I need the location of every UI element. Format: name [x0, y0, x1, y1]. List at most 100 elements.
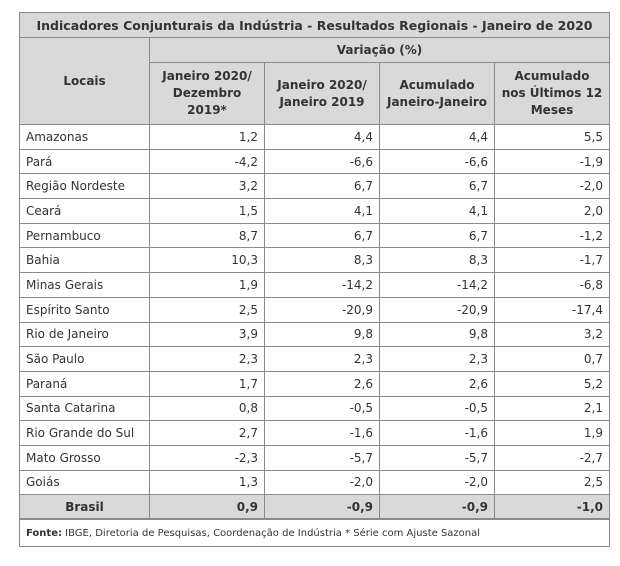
total-value: -1,0 — [494, 494, 610, 520]
row-value: 1,5 — [149, 198, 265, 224]
column-header: Acumulado nos Últimos 12 Meses — [494, 62, 610, 125]
row-value: -1,6 — [379, 420, 495, 446]
row-local: Ceará — [19, 198, 150, 224]
row-value: -6,6 — [264, 148, 380, 175]
total-row: Brasil 0,9 -0,9 -0,9 -1,0 — [19, 494, 610, 520]
row-value: 1,9 — [149, 272, 265, 298]
column-header: Janeiro 2020/ Dezembro 2019* — [149, 62, 265, 125]
row-value: 2,3 — [264, 346, 380, 372]
row-value: -1,2 — [494, 222, 610, 249]
locais-header: Locais — [19, 37, 150, 125]
row-value: -20,9 — [264, 296, 380, 323]
table-row: Rio de Janeiro 3,9 9,8 9,8 3,2 — [19, 321, 610, 348]
row-value: 0,7 — [494, 346, 610, 372]
row-value: -2,7 — [494, 444, 610, 471]
row-value: 4,1 — [379, 198, 495, 224]
row-value: -6,6 — [379, 148, 495, 175]
table-row: Pernambuco 8,7 6,7 6,7 -1,2 — [19, 222, 610, 249]
row-value: -6,8 — [494, 272, 610, 298]
row-value: 8,3 — [264, 247, 380, 274]
total-value: -0,9 — [264, 494, 380, 520]
row-local: Rio de Janeiro — [19, 321, 150, 348]
row-value: -2,0 — [494, 173, 610, 200]
table-row: Bahia 10,3 8,3 8,3 -1,7 — [19, 247, 610, 274]
source-text: IBGE, Diretoria de Pesquisas, Coordenaçã… — [61, 527, 481, 539]
row-local: São Paulo — [19, 346, 150, 372]
row-value: 9,8 — [379, 321, 495, 348]
regional-indicators-table: Indicadores Conjunturais da Indústria - … — [19, 12, 610, 548]
row-value: 6,7 — [379, 222, 495, 249]
row-local: Pernambuco — [19, 222, 150, 249]
row-value: 8,7 — [149, 222, 265, 249]
row-local: Região Nordeste — [19, 173, 150, 200]
table-row: Pará -4,2 -6,6 -6,6 -1,9 — [19, 148, 610, 175]
row-local: Espírito Santo — [19, 296, 150, 323]
row-value: -2,0 — [379, 469, 495, 496]
row-value: 2,6 — [379, 370, 495, 397]
table-body: Amazonas 1,2 4,4 4,4 5,5 Pará -4,2 -6,6 -6,6 -1,9… — [19, 124, 610, 496]
row-local: Minas Gerais — [19, 272, 150, 298]
row-value: 6,7 — [264, 222, 380, 249]
row-value: 3,9 — [149, 321, 265, 348]
table-row: Amazonas 1,2 4,4 4,4 5,5 — [19, 124, 610, 150]
total-value: -0,9 — [379, 494, 495, 520]
table-row: Goiás 1,3 -2,0 -2,0 2,5 — [19, 469, 610, 496]
row-value: -0,5 — [379, 395, 495, 422]
column-header: Janeiro 2020/ Janeiro 2019 — [264, 62, 380, 125]
row-value: 3,2 — [494, 321, 610, 348]
row-value: 2,5 — [494, 469, 610, 496]
row-value: -5,7 — [379, 444, 495, 471]
source-label: Fonte: — [26, 527, 62, 539]
row-value: -5,7 — [264, 444, 380, 471]
table-row: São Paulo 2,3 2,3 2,3 0,7 — [19, 346, 610, 372]
row-value: 10,3 — [149, 247, 265, 274]
row-value: -0,5 — [264, 395, 380, 422]
row-value: 4,4 — [379, 124, 495, 150]
row-value: 0,8 — [149, 395, 265, 422]
row-local: Amazonas — [19, 124, 150, 150]
row-value: 2,1 — [494, 395, 610, 422]
row-local: Paraná — [19, 370, 150, 397]
row-value: -20,9 — [379, 296, 495, 323]
row-value: -4,2 — [149, 148, 265, 175]
row-value: 6,7 — [264, 173, 380, 200]
row-value: 2,3 — [379, 346, 495, 372]
row-value: -2,3 — [149, 444, 265, 471]
row-local: Pará — [19, 148, 150, 175]
table-row: Espírito Santo 2,5 -20,9 -20,9 -17,4 — [19, 296, 610, 323]
table-row: Minas Gerais 1,9 -14,2 -14,2 -6,8 — [19, 272, 610, 298]
row-value: -2,0 — [264, 469, 380, 496]
row-value: 5,5 — [494, 124, 610, 150]
table-title: Indicadores Conjunturais da Indústria - … — [19, 12, 610, 38]
table-row: Santa Catarina 0,8 -0,5 -0,5 2,1 — [19, 395, 610, 422]
table-row: Paraná 1,7 2,6 2,6 5,2 — [19, 370, 610, 397]
row-local: Mato Grosso — [19, 444, 150, 471]
column-header: Acumulado Janeiro-Janeiro — [379, 62, 495, 125]
total-value: 0,9 — [149, 494, 265, 520]
row-value: -17,4 — [494, 296, 610, 323]
row-value: 2,5 — [149, 296, 265, 323]
row-value: 1,2 — [149, 124, 265, 150]
total-local: Brasil — [19, 494, 150, 520]
row-value: 4,1 — [264, 198, 380, 224]
variacao-header: Variação (%) — [149, 37, 610, 63]
row-value: 9,8 — [264, 321, 380, 348]
source-note: Fonte: IBGE, Diretoria de Pesquisas, Coo… — [19, 518, 610, 548]
row-value: 2,7 — [149, 420, 265, 446]
row-local: Goiás — [19, 469, 150, 496]
row-value: -14,2 — [264, 272, 380, 298]
row-value: 8,3 — [379, 247, 495, 274]
source-row: Fonte: IBGE, Diretoria de Pesquisas, Coo… — [19, 518, 610, 548]
row-value: 1,7 — [149, 370, 265, 397]
table-row: Região Nordeste 3,2 6,7 6,7 -2,0 — [19, 173, 610, 200]
row-value: -1,9 — [494, 148, 610, 175]
row-value: -1,7 — [494, 247, 610, 274]
row-value: 3,2 — [149, 173, 265, 200]
row-value: 2,3 — [149, 346, 265, 372]
row-local: Bahia — [19, 247, 150, 274]
table-row: Mato Grosso -2,3 -5,7 -5,7 -2,7 — [19, 444, 610, 471]
row-local: Rio Grande do Sul — [19, 420, 150, 446]
row-value: 1,9 — [494, 420, 610, 446]
row-value: 2,0 — [494, 198, 610, 224]
row-value: 2,6 — [264, 370, 380, 397]
